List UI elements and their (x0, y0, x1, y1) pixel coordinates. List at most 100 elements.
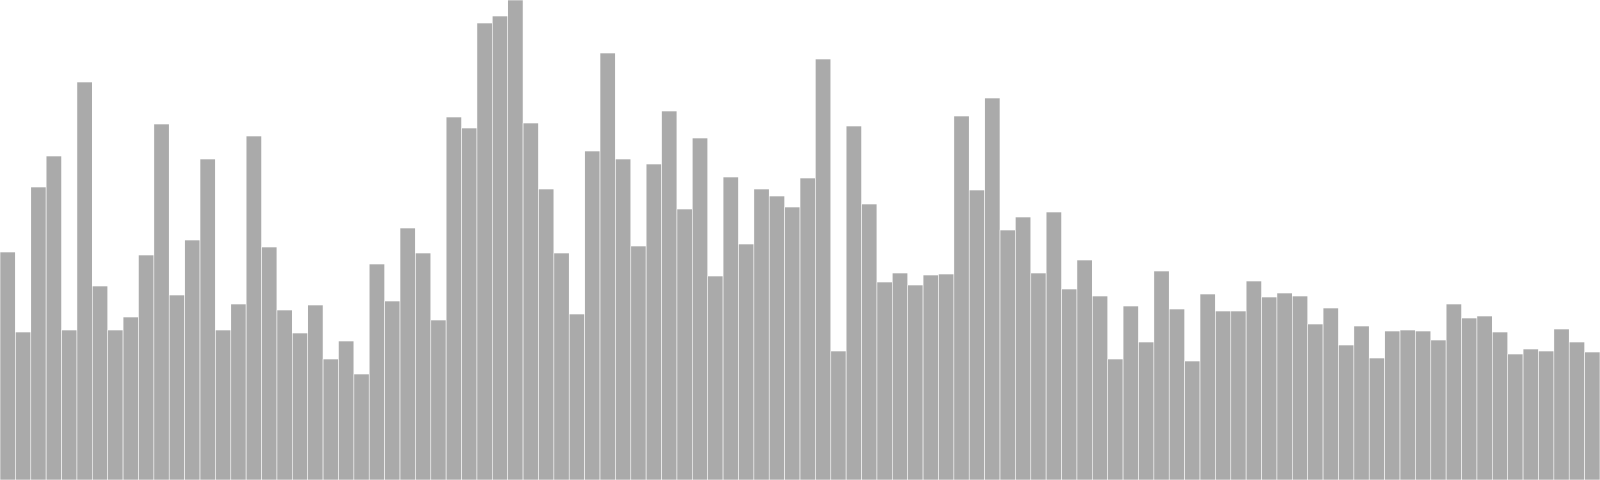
bar-5 (76, 81, 93, 480)
bar-44 (676, 208, 693, 480)
bar-9 (138, 254, 155, 480)
bar-94 (1445, 303, 1462, 480)
bar-95 (1461, 317, 1478, 480)
bar-38 (584, 150, 601, 480)
bar-18 (276, 309, 293, 480)
bar-84 (1292, 295, 1308, 480)
bar-70 (1076, 259, 1093, 480)
bar-45 (692, 137, 708, 480)
bar-73 (1122, 305, 1139, 480)
bar-56 (861, 203, 878, 480)
bar-34 (522, 122, 539, 480)
bar-82 (1261, 296, 1278, 480)
bar-68 (1045, 211, 1062, 480)
bar-65 (999, 229, 1016, 480)
bar-4 (61, 329, 78, 480)
bar-43 (661, 110, 678, 480)
bar-1 (15, 331, 32, 480)
bar-64 (984, 97, 1001, 480)
bar-77 (1184, 360, 1201, 480)
bar-62 (953, 115, 970, 480)
bar-41 (630, 245, 647, 480)
bar-12 (184, 239, 201, 480)
bar-29 (445, 116, 462, 480)
bar-61 (938, 273, 955, 480)
bar-19 (292, 332, 308, 480)
bar-22 (338, 340, 355, 480)
bar-58 (892, 272, 908, 480)
bar-75 (1153, 270, 1170, 480)
bar-32 (492, 15, 508, 480)
bar-66 (1015, 216, 1032, 480)
bar-93 (1430, 339, 1447, 480)
bar-16 (245, 135, 262, 480)
bar-15 (230, 303, 247, 480)
bar-89 (1368, 357, 1385, 480)
bar-99 (1522, 348, 1539, 480)
bar-17 (261, 246, 278, 480)
bar-24 (368, 263, 385, 480)
bar-54 (830, 350, 847, 480)
bar-83 (1276, 292, 1293, 480)
bar-87 (1338, 344, 1355, 480)
bar-72 (1107, 358, 1124, 480)
bar-55 (845, 125, 862, 480)
bar-90 (1384, 330, 1401, 480)
bar-3 (45, 155, 62, 480)
bar-52 (799, 177, 816, 480)
bar-11 (168, 294, 185, 480)
bar-53 (815, 58, 832, 480)
bar-101 (1553, 328, 1570, 480)
bar-79 (1215, 310, 1232, 480)
bar-103 (1584, 351, 1600, 480)
bar-91 (1399, 329, 1416, 480)
bar-8 (122, 316, 139, 480)
bar-33 (507, 0, 524, 480)
bar-26 (399, 227, 416, 480)
bar-0 (0, 251, 16, 480)
bar-47 (722, 176, 739, 480)
bar-74 (1138, 341, 1155, 480)
bar-27 (415, 252, 432, 480)
bar-28 (430, 319, 447, 480)
bar-46 (707, 275, 724, 480)
bar-92 (1415, 330, 1432, 480)
bar-71 (1092, 295, 1108, 480)
bar-37 (568, 313, 585, 480)
bar-80 (1230, 310, 1247, 480)
bar-48 (738, 243, 755, 480)
bar-57 (876, 281, 893, 480)
bar-86 (1322, 307, 1339, 480)
bar-102 (1568, 341, 1585, 480)
bar-69 (1061, 288, 1078, 480)
bar-36 (553, 252, 570, 480)
bar-6 (92, 285, 108, 480)
bar-98 (1507, 353, 1524, 480)
bar-60 (922, 274, 939, 480)
bar-7 (107, 329, 124, 480)
bar-14 (215, 329, 232, 480)
bar-2 (30, 186, 47, 480)
bar-63 (968, 189, 985, 480)
bar-31 (476, 22, 493, 480)
bar-97 (1492, 331, 1508, 480)
bar-13 (199, 158, 216, 480)
bar-67 (1030, 272, 1047, 480)
bar-76 (1168, 308, 1185, 480)
bar-35 (538, 188, 555, 480)
bar-39 (599, 52, 616, 480)
bar-50 (768, 195, 785, 480)
bar-10 (153, 123, 170, 480)
bar-40 (615, 158, 632, 480)
bar-100 (1538, 350, 1555, 480)
bar-23 (353, 373, 370, 480)
bar-81 (1245, 280, 1262, 480)
bar-30 (461, 127, 478, 480)
bar-78 (1199, 293, 1216, 480)
bar-51 (784, 206, 801, 480)
bar-42 (645, 163, 662, 480)
bar-20 (307, 304, 324, 480)
bar-85 (1307, 323, 1324, 480)
